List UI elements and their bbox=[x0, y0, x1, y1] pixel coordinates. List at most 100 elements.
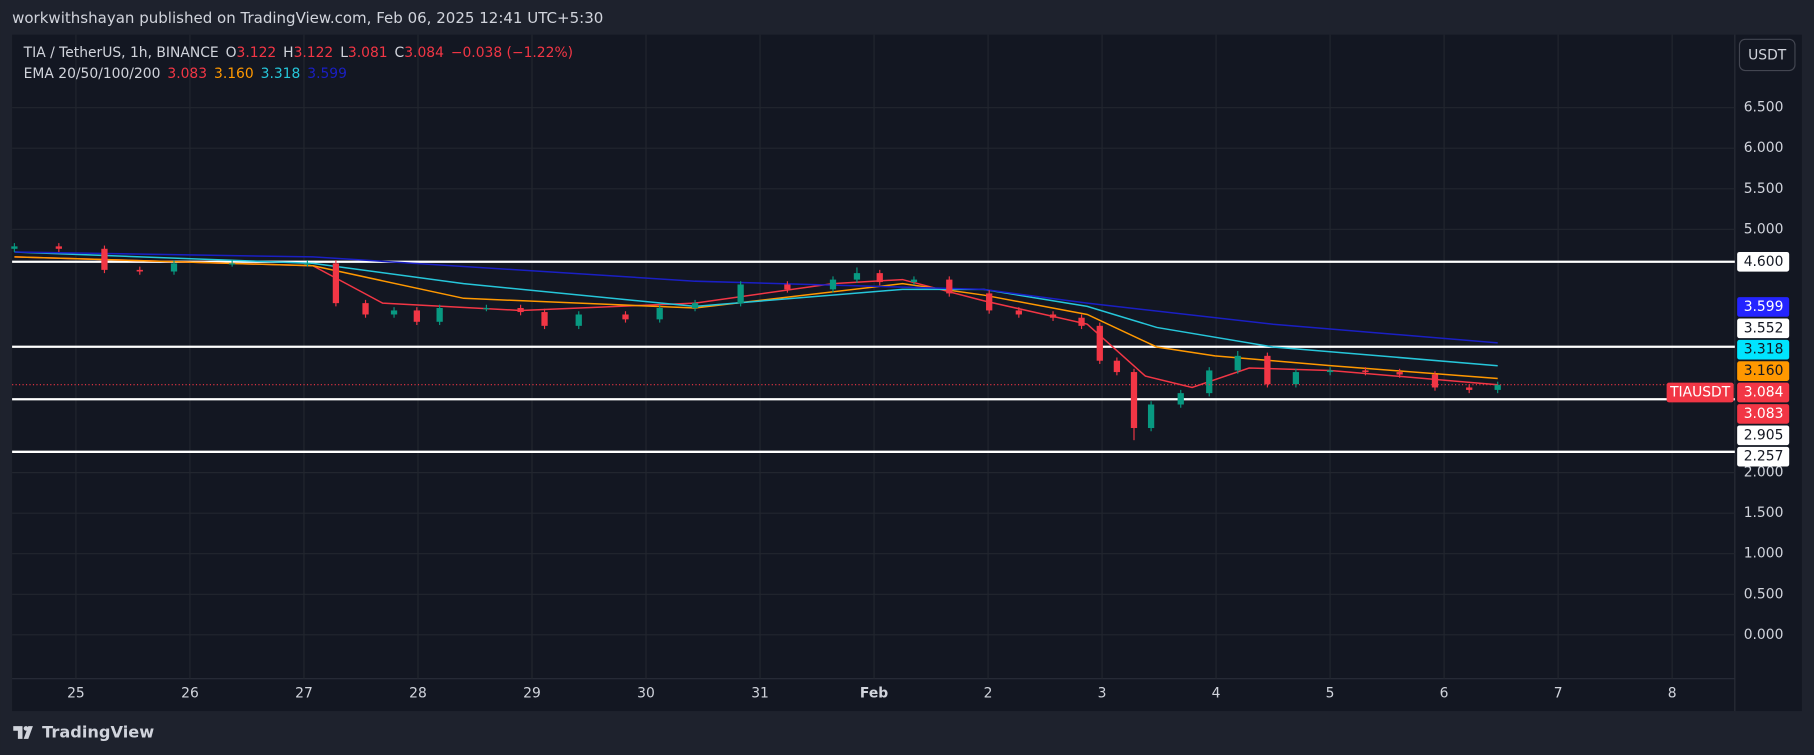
x-tick-label: 27 bbox=[295, 686, 313, 702]
tag-box bbox=[1737, 361, 1790, 381]
candle-body bbox=[656, 307, 663, 320]
published: workwithshayan published on TradingView.… bbox=[12, 9, 603, 27]
x-tick-label: 4 bbox=[1212, 686, 1221, 702]
candle-body bbox=[1177, 393, 1184, 405]
candle-body bbox=[136, 269, 143, 272]
candle-body bbox=[1078, 317, 1085, 326]
candle-body bbox=[946, 279, 953, 294]
candle-body bbox=[1096, 325, 1103, 361]
brand-name: TradingView bbox=[42, 723, 154, 742]
candle-body bbox=[1431, 374, 1439, 388]
tag-label: 3.318 bbox=[1744, 342, 1784, 358]
candle-body bbox=[362, 303, 369, 315]
tag-label: 4.600 bbox=[1744, 254, 1784, 270]
candle-body bbox=[304, 263, 311, 265]
button-frame[interactable] bbox=[1738, 38, 1796, 72]
candle-body bbox=[101, 248, 108, 270]
candle-body bbox=[737, 284, 744, 304]
tag-box bbox=[1737, 425, 1790, 446]
y-tick-label: 1.000 bbox=[1744, 546, 1784, 562]
tag-label: 3.083 bbox=[1744, 406, 1784, 422]
x-tick-label: 5 bbox=[1326, 686, 1335, 702]
candle-body bbox=[1326, 370, 1334, 373]
tag-label: 3.599 bbox=[1744, 299, 1784, 315]
y-tick-label: 6.500 bbox=[1744, 100, 1784, 116]
brand-logo bbox=[23, 726, 29, 731]
ohlc-key: C bbox=[395, 45, 405, 61]
ema-title: EMA 20/50/100/200 bbox=[24, 66, 161, 82]
candle-body bbox=[1130, 372, 1138, 429]
candle-body bbox=[1015, 310, 1022, 315]
axis-tag: 3.552 bbox=[1737, 318, 1790, 339]
tag-box bbox=[1737, 446, 1790, 467]
candle-body bbox=[483, 307, 490, 310]
candle-body bbox=[413, 310, 420, 322]
x-tick-label: 29 bbox=[523, 686, 541, 702]
candle-body bbox=[1113, 360, 1121, 373]
symbol-title: TIA / TetherUS, 1h, BINANCE bbox=[23, 45, 219, 61]
candle-body bbox=[1362, 370, 1369, 373]
ohlc-key: H bbox=[283, 45, 293, 61]
y-tick-label: 2.000 bbox=[1744, 465, 1784, 481]
candle-body bbox=[11, 246, 18, 249]
ema-value: 3.599 bbox=[307, 66, 347, 82]
candle-body bbox=[1206, 370, 1213, 394]
candle-body bbox=[55, 246, 62, 249]
candle-body bbox=[853, 273, 861, 280]
candle-body bbox=[1147, 404, 1155, 429]
y-tick-label: 5.000 bbox=[1744, 221, 1784, 237]
candle-body bbox=[691, 303, 699, 308]
candle-body bbox=[229, 263, 236, 265]
y-tick-label: 6.000 bbox=[1744, 140, 1784, 156]
candle-body bbox=[575, 314, 582, 326]
y-tick-label: 1.500 bbox=[1744, 505, 1784, 521]
x-tick-label: 30 bbox=[637, 686, 655, 702]
candle-body bbox=[784, 284, 791, 290]
ohlc-key: O bbox=[226, 45, 237, 61]
ema-line bbox=[14, 251, 1498, 344]
x-tick-label: 31 bbox=[751, 686, 769, 702]
x-tick-label: 6 bbox=[1440, 686, 1449, 702]
currency-button[interactable]: USDT bbox=[1738, 38, 1796, 72]
symbol-label: TIAUSDT bbox=[1669, 385, 1731, 401]
ohlc-value: 3.122 bbox=[237, 45, 277, 61]
candle-body bbox=[1292, 372, 1300, 385]
ema-line bbox=[14, 256, 1498, 380]
candle-body bbox=[517, 307, 524, 313]
axis-tag: 3.318 bbox=[1737, 339, 1790, 360]
candle-body bbox=[910, 279, 918, 283]
tag-label: 3.084 bbox=[1744, 385, 1784, 401]
candle-body bbox=[1466, 387, 1473, 390]
ema-value: 3.160 bbox=[214, 66, 254, 82]
ohlc-value: 3.122 bbox=[294, 45, 334, 61]
tag-box bbox=[1737, 297, 1790, 317]
x-tick-label: Feb bbox=[860, 686, 888, 702]
axis-tag: 3.160 bbox=[1737, 361, 1790, 381]
x-tick-label: 3 bbox=[1098, 686, 1107, 702]
plot: 25 26 27 28 29 30 31 Feb 2 3 4 5 6 7 8 6.500 6.000 5.500 5… bbox=[11, 34, 1784, 702]
symbol-legend: TIA / TetherUS, 1h, BINANCE O3.122 H3.122 L… bbox=[23, 45, 573, 61]
y-tick-label: 0.500 bbox=[1744, 586, 1784, 602]
ohlc-key: L bbox=[340, 45, 348, 61]
tag-box bbox=[1737, 251, 1790, 272]
tag-label: 3.552 bbox=[1744, 320, 1784, 336]
brand: TradingView bbox=[13, 723, 154, 742]
axis-tags: 4.600 3.599 3.552 3.318 3.160 3.084 TIAUSDT 3.0… bbox=[1666, 251, 1790, 467]
tag-box bbox=[1737, 318, 1790, 339]
axis-tag: 2.905 bbox=[1737, 425, 1790, 446]
x-tick-label: 25 bbox=[67, 686, 85, 702]
x-tick-label: 28 bbox=[409, 686, 427, 702]
candle-body bbox=[1494, 384, 1501, 390]
candle-body bbox=[1264, 355, 1271, 385]
button-label[interactable]: USDT bbox=[1748, 47, 1787, 63]
tag-label: 2.257 bbox=[1744, 449, 1784, 465]
ohlc-value: 3.084 bbox=[404, 45, 444, 61]
ema-legend: EMA 20/50/100/200 3.083 3.160 3.318 3.599 bbox=[24, 66, 347, 82]
y-tick-label: 5.500 bbox=[1744, 181, 1784, 197]
symbol-box bbox=[1666, 382, 1734, 403]
ema-line bbox=[14, 251, 1498, 367]
candle-body bbox=[829, 279, 837, 290]
tag-box bbox=[1737, 339, 1790, 360]
tag-box bbox=[1737, 382, 1790, 403]
